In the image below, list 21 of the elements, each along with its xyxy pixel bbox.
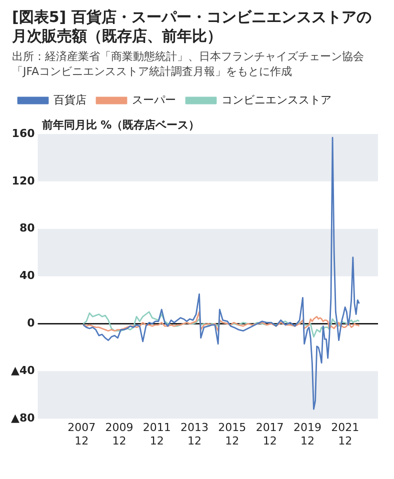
x-tick-label: 2013 12 <box>180 421 209 448</box>
text: 出所：経済産業省「商業動態統計」、日本フランチャイズチェーン協会「JFAコンビニエンスストア統計調査月報」をもとに作成 <box>12 49 365 79</box>
y-tick-label: 80 <box>19 222 36 235</box>
y-axis-title: 前年同月比 %（既存店ベース） <box>40 118 200 132</box>
legend-label: スーパー <box>132 93 176 106</box>
chart-title: [図表5] 百貨店・スーパー・コンビニエンスストアの月次販売額（既存店、前年比） <box>12 8 372 46</box>
y-tick-label: ▲40 <box>10 364 36 378</box>
legend-label: コンビニエンスストア <box>222 93 332 106</box>
legend-label: 百貨店 <box>54 93 86 106</box>
y-tick-label: ▲80 <box>10 411 36 424</box>
x-tick-label: 2007 12 <box>68 421 96 448</box>
x-tick-label: 2009 12 <box>105 421 134 448</box>
x-tick-label: 2017 12 <box>256 421 284 448</box>
y-tick-label: 120 <box>12 174 36 188</box>
x-tick-label: 2015 12 <box>218 421 246 448</box>
y-tick-label: 160 <box>12 126 36 140</box>
x-tick-label: 2021 12 <box>331 421 360 448</box>
x-tick-label: 2011 12 <box>142 421 171 448</box>
y-tick-label: 40 <box>19 269 36 282</box>
x-tick-label: 2019 12 <box>293 421 322 448</box>
y-tick-label: 0 <box>27 316 36 330</box>
